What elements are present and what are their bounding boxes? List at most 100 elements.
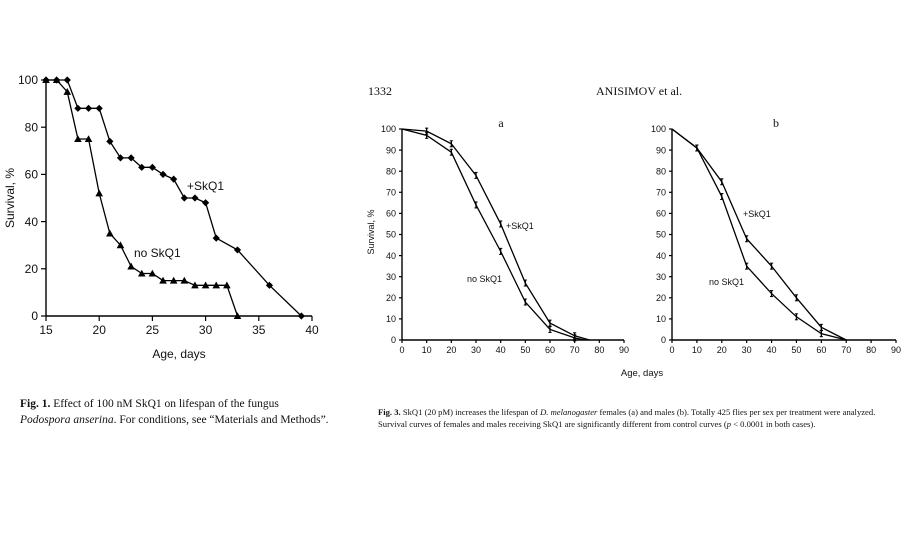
- fig3b-x-tick-label: 0: [669, 345, 674, 355]
- fig1-caption: Fig. 1. Effect of 100 nM SkQ1 on lifespa…: [20, 397, 330, 428]
- fig3a-chart: 0 10 20 30 40 50 60 70 80 90 0 10 20 30 40 50 60 70 80 90 10…: [366, 116, 629, 355]
- fig1-series-skq1-point: [84, 104, 93, 112]
- fig3a-x-tick-label: 70: [570, 345, 580, 355]
- fig3-caption-text-a: SkQ1 (20 pM) increases the lifespan of: [400, 407, 541, 417]
- fig3a-series-skq1-point: [499, 220, 503, 228]
- fig3-caption-p: p: [726, 418, 732, 429]
- fig1-series-skq1-point: [191, 194, 199, 202]
- fig3a-y-tick-label: 0: [391, 335, 396, 345]
- fig3a-y-tick-label: 40: [386, 251, 396, 261]
- page-number: 1332: [368, 84, 392, 98]
- fig1-caption-species: Podospora anserina: [20, 413, 114, 426]
- fig3a-x-tick-label: 90: [619, 345, 629, 355]
- fig3b-y-tick-label: 30: [656, 272, 666, 282]
- fig3-caption-species: D. melanogaster: [540, 407, 598, 417]
- fig1-series-no-skq1-point: [106, 229, 114, 237]
- fig1-chart: 15 20 25 30 35 40 0 20 40 60 80 100 Age, days Survi…: [3, 73, 319, 361]
- fig1-series-skq1-point: [106, 137, 114, 145]
- fig3b-annotation-skq1: +SkQ1: [743, 209, 771, 219]
- fig1-series-skq1-point: [116, 154, 125, 162]
- fig3a-series-skq1-point: [523, 279, 527, 287]
- fig1-x-tick-label: 30: [199, 323, 213, 337]
- fig3b-x-tick-label: 10: [692, 345, 702, 355]
- fig3b-x-tick-label: 50: [791, 345, 801, 355]
- fig3a-x-tick-label: 60: [545, 345, 555, 355]
- fig1-series-skq1-point: [74, 104, 82, 112]
- fig3-caption-text-b: females (a) and males (b). Totally 425 f…: [378, 407, 876, 429]
- fig1-annotation-no-skq1: no SkQ1: [134, 246, 181, 260]
- fig1-series-no-skq1-point: [169, 276, 178, 284]
- fig3b-x-tick-label: 90: [891, 345, 901, 355]
- fig3a-panel-label: a: [498, 116, 504, 130]
- fig3b-x-tick-label: 80: [866, 345, 876, 355]
- fig1-series-no-skq1-point: [137, 269, 146, 277]
- fig3b-series-no-skq1-point: [695, 144, 699, 152]
- fig1-series-no-skq1-point: [52, 76, 61, 84]
- fig1-series-skq1-point: [148, 163, 156, 171]
- fig1-series-no-skq1-point: [63, 88, 72, 95]
- fig3b-series-skq1-point: [745, 235, 749, 243]
- fig3b-series-no-skq1-point: [819, 330, 823, 338]
- fig1-series-no-skq1-point: [191, 281, 199, 289]
- fig3b-series-no-skq1-point: [745, 262, 749, 270]
- fig3a-series-no-skq1-line: [401, 128, 585, 341]
- fig3a-y-tick-label: 20: [386, 293, 396, 303]
- fig3a-series-no-skq1-point: [573, 334, 577, 342]
- fig3-caption-text-c: < 0.0001 in both cases).: [731, 418, 816, 429]
- fig3a-y-tick-label: 90: [386, 145, 396, 155]
- fig3b-series-skq1-point: [720, 178, 724, 186]
- fig1-caption-text-a: Effect of 100 nM SkQ1 on lifespan of the…: [50, 398, 279, 410]
- fig3-caption: Fig. 3. SkQ1 (20 pM) increases the lifes…: [378, 407, 898, 430]
- fig1-y-tick-label: 100: [18, 73, 38, 87]
- fig1-x-tick-label: 15: [39, 323, 53, 337]
- fig3a-x-tick-label: 50: [520, 345, 530, 355]
- fig3a-annotation-skq1: +SkQ1: [506, 221, 534, 231]
- fig1-series-skq1-point: [265, 281, 274, 289]
- fig3b-series-skq1-line: [671, 128, 847, 341]
- fig3b-annotation-no-skq1: no SkQ1: [709, 277, 744, 287]
- fig1-series-no-skq1-point: [148, 269, 157, 277]
- fig3a-x-tick-label: 40: [496, 345, 506, 355]
- fig3a-y-tick-label: 80: [386, 166, 396, 176]
- fig1-series-skq1-point: [159, 170, 167, 178]
- fig1-series-skq1-point: [212, 234, 220, 242]
- fig1-series-skq1-point: [63, 76, 71, 84]
- fig3a-y-tick-label: 10: [386, 314, 396, 324]
- fig1-x-tick-label: 40: [305, 323, 319, 337]
- fig3a-x-tick-label: 30: [471, 345, 481, 355]
- fig1-series-skq1-point: [170, 175, 178, 183]
- fig1-series-no-skq1-line: [46, 79, 239, 317]
- fig3-caption-label: Fig. 3.: [378, 407, 401, 417]
- fig1-series-skq1-point: [297, 312, 305, 320]
- fig1-y-axis-label: Survival, %: [3, 168, 17, 228]
- fig1-series-skq1-point: [127, 154, 135, 162]
- fig1-series-no-skq1-point: [201, 281, 210, 289]
- fig1-caption-text-b: . For conditions, see “Materials and Met…: [113, 413, 329, 426]
- fig1-series-no-skq1-point: [233, 312, 242, 320]
- fig3a-x-tick-label: 80: [594, 345, 604, 355]
- fig1-series-no-skq1-point: [84, 135, 93, 143]
- fig3a-y-tick-label: 50: [386, 230, 396, 240]
- fig3b-y-tick-label: 90: [656, 145, 666, 155]
- fig1-series-skq1-point: [95, 104, 103, 112]
- fig3b-x-tick-label: 20: [717, 345, 727, 355]
- fig3b-series-skq1-point: [769, 262, 774, 270]
- fig1-series-no-skq1-point: [159, 276, 167, 284]
- fig1-y-tick-label: 0: [31, 309, 38, 323]
- fig1-y-tick-label: 80: [25, 120, 39, 134]
- fig1-x-axis-label: Age, days: [152, 347, 205, 361]
- fig1-caption-label: Fig. 1.: [20, 398, 51, 410]
- fig1-series-skq1-point: [202, 199, 210, 207]
- fig3b-chart: 0 10 20 30 40 50 60 70 80 90 0 10 20 30 40 50 60 70 80 90 10…: [651, 116, 901, 355]
- fig3a-y-axis-label: Survival, %: [366, 209, 376, 254]
- fig3b-x-tick-label: 70: [841, 345, 851, 355]
- fig3a-series-no-skq1-point: [474, 201, 478, 209]
- fig1-series-no-skq1-point: [212, 281, 221, 289]
- fig1-x-tick-label: 25: [146, 323, 160, 337]
- fig1-annotation-skq1: +SkQ1: [187, 179, 224, 193]
- fig3a-series-skq1-point: [474, 171, 478, 179]
- fig3b-y-tick-label: 80: [656, 166, 666, 176]
- fig1-series-no-skq1-point: [223, 281, 231, 289]
- fig3a-series-no-skq1-point: [425, 131, 429, 139]
